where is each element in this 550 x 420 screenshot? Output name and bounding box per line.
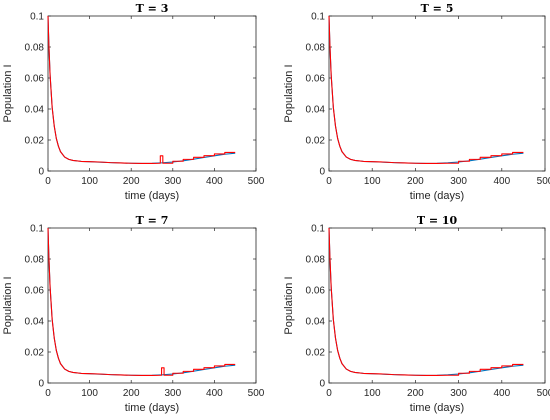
series-line-2 [47, 227, 236, 376]
series-line-2 [47, 15, 236, 164]
x-tick-label: 400 [493, 176, 510, 187]
y-tick-label: 0.04 [25, 105, 45, 116]
axes-box [328, 227, 546, 384]
y-tick-label: 0.08 [306, 255, 326, 266]
subplot-4: T = 10 0 100 200 300 400 500 0 0.02 0.04 0.06 0.08 0… [283, 214, 550, 414]
x-tick-label: 200 [407, 176, 424, 187]
x-tick-label: 200 [407, 388, 424, 399]
y-tick-label: 0.1 [311, 12, 325, 23]
y-tick-label: 0.1 [311, 224, 325, 235]
axes-box [47, 227, 257, 384]
y-axis-label: Population I [283, 64, 295, 122]
y-tick-label: 0.04 [306, 317, 326, 328]
x-tick-label: 300 [164, 388, 181, 399]
x-tick-label: 500 [537, 176, 550, 187]
x-tick-label: 300 [164, 176, 181, 187]
series-line-2 [328, 15, 524, 164]
axes-box [47, 15, 257, 172]
subplot-2: T = 5 0 100 200 300 400 500 0 0.02 0.04 0.06 0.08 0.… [283, 2, 550, 202]
x-tick-label: 0 [326, 176, 332, 187]
x-axis-label: time (days) [125, 402, 179, 414]
y-tick-label: 0 [38, 167, 44, 178]
x-tick-label: 500 [537, 388, 550, 399]
y-tick-label: 0.06 [25, 74, 45, 85]
y-axis-label: Population I [2, 64, 14, 122]
y-tick-label: 0.08 [25, 255, 45, 266]
y-tick-label: 0 [319, 379, 325, 390]
panel-title: T = 10 [417, 214, 458, 227]
x-tick-label: 500 [248, 388, 265, 399]
y-axis-label: Population I [2, 276, 14, 334]
y-tick-label: 0.02 [306, 136, 326, 147]
x-axis-label: time (days) [410, 402, 464, 414]
y-tick-label: 0.08 [306, 43, 326, 54]
axes-box [328, 15, 546, 172]
x-tick-label: 300 [450, 388, 467, 399]
series-line-2 [328, 227, 524, 376]
x-tick-label: 500 [248, 176, 265, 187]
x-tick-label: 0 [326, 388, 332, 399]
x-tick-label: 400 [206, 388, 223, 399]
y-tick-label: 0.04 [306, 105, 326, 116]
x-axis-label: time (days) [125, 190, 179, 202]
x-tick-label: 0 [45, 176, 51, 187]
y-tick-label: 0.02 [306, 348, 326, 359]
y-tick-label: 0.1 [30, 12, 44, 23]
y-tick-label: 0.06 [306, 74, 326, 85]
x-tick-label: 300 [450, 176, 467, 187]
x-tick-label: 200 [123, 176, 140, 187]
panel-title: T = 5 [421, 2, 454, 15]
y-axis-label: Population I [283, 276, 295, 334]
x-tick-label: 100 [81, 388, 98, 399]
x-tick-label: 400 [206, 176, 223, 187]
x-tick-label: 400 [493, 388, 510, 399]
y-tick-label: 0.02 [25, 348, 45, 359]
y-tick-label: 0 [319, 167, 325, 178]
y-tick-label: 0.06 [25, 286, 45, 297]
y-tick-label: 0.04 [25, 317, 45, 328]
x-tick-label: 100 [81, 176, 98, 187]
y-tick-label: 0.08 [25, 43, 45, 54]
x-axis-label: time (days) [410, 190, 464, 202]
y-tick-label: 0.1 [30, 224, 44, 235]
x-tick-label: 100 [364, 176, 381, 187]
y-tick-label: 0.02 [25, 136, 45, 147]
panel-title: T = 7 [136, 214, 169, 227]
subplot-3: T = 7 0 100 200 300 400 500 0 0.02 0.04 0.06 0.08 0.… [2, 214, 265, 414]
panel-title: T = 3 [136, 2, 169, 15]
x-tick-label: 200 [123, 388, 140, 399]
subplot-1: T = 3 0 100 200 300 400 500 0 0.02 0.04 0.06 0.08 0.… [2, 2, 265, 202]
x-tick-label: 0 [45, 388, 51, 399]
x-tick-label: 100 [364, 388, 381, 399]
y-tick-label: 0.06 [306, 286, 326, 297]
y-tick-label: 0 [38, 379, 44, 390]
